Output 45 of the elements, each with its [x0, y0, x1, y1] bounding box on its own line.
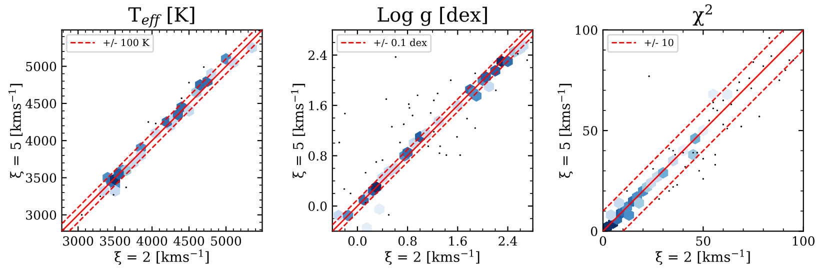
- y-axis-title: ξ = 5 [kms$^{−1}$]: [290, 84, 306, 178]
- x-tick-label: 5000: [211, 236, 242, 246]
- point: [624, 209, 634, 221]
- x-tick-label: 4500: [173, 236, 204, 246]
- y-tick-label: 0.0: [308, 202, 327, 211]
- point: [471, 90, 482, 102]
- point: [708, 88, 718, 100]
- chart-title: Log g [dex]: [378, 6, 487, 26]
- x-axis-title: ξ = 2 [kms$^{−1}$]: [385, 250, 480, 265]
- x-tick-label: 2.4: [498, 236, 518, 246]
- x-tick-label: 1.6: [449, 236, 467, 246]
- x-tick-label: 0: [600, 236, 606, 246]
- chart-title: χ$^{2}$: [692, 4, 712, 26]
- legend-label: +/- 100 K: [104, 38, 150, 47]
- x-tick-label: 3000: [63, 236, 94, 246]
- x-tick-label: 50: [696, 236, 710, 246]
- x-tick-label: 0.8: [398, 236, 417, 246]
- y-tick-label: 4000: [26, 136, 56, 146]
- x-tick-label: 3500: [100, 236, 130, 246]
- x-tick-label: 4000: [136, 236, 168, 246]
- legend-label: +/- 0.1 dex: [374, 38, 427, 47]
- point: [722, 88, 732, 100]
- y-tick-label: 4500: [26, 98, 56, 108]
- point: [606, 209, 616, 221]
- y-tick-label: 3500: [26, 173, 56, 183]
- y-axis-title: ξ = 5 [kms$^{−1}$]: [8, 84, 24, 178]
- point: [374, 203, 384, 215]
- chart-title: T$_{eff}$ [K]: [128, 6, 194, 28]
- x-axis-title: ξ = 2 [kms$^{−1}$]: [114, 250, 209, 265]
- y-tick-label: 3000: [26, 210, 56, 220]
- y-tick-label: 0: [590, 226, 598, 236]
- legend-label: +/- 10: [644, 38, 674, 47]
- x-tick-label: 0.0: [348, 236, 367, 246]
- y-axis-title: ξ = 5 [kms$^{−1}$]: [558, 84, 573, 178]
- point: [614, 197, 624, 209]
- x-tick-label: 100: [792, 236, 814, 246]
- point: [484, 80, 494, 92]
- y-tick-label: 1.6: [309, 100, 327, 110]
- point: [634, 197, 644, 209]
- y-tick-label: 2.4: [308, 50, 327, 60]
- y-tick-label: 0.8: [308, 151, 327, 161]
- y-tick-label: 100: [576, 25, 598, 35]
- y-tick-label: 50: [583, 126, 598, 136]
- y-tick-label: 5000: [26, 62, 56, 72]
- x-axis-title: ξ = 2 [kms$^{−1}$]: [656, 250, 750, 265]
